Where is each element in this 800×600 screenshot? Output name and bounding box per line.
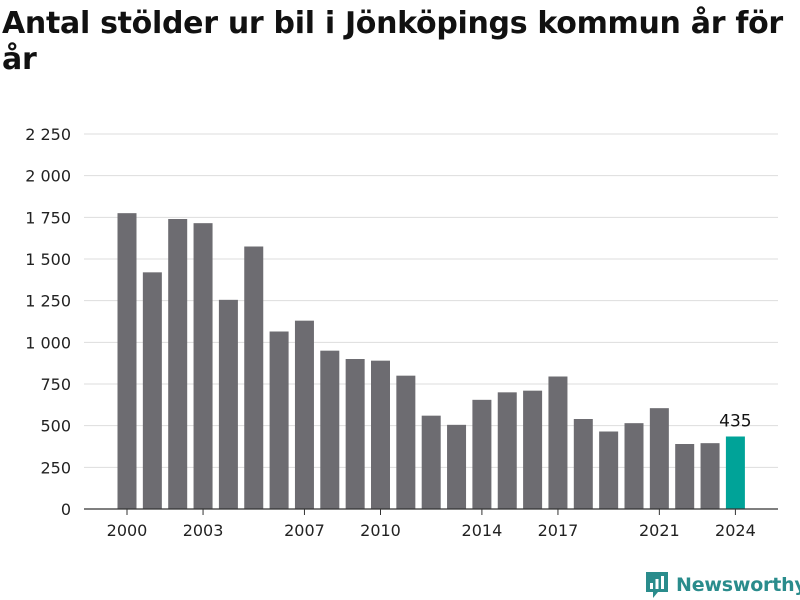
bar-2000 [117, 213, 137, 509]
bar-2014 [472, 399, 492, 509]
bar-2016 [523, 390, 543, 509]
x-axis-ticks [126, 509, 736, 515]
bar-2011 [396, 375, 416, 509]
bar-2022 [675, 444, 695, 509]
x-tick-label: 2000 [107, 521, 148, 540]
x-tick-label: 2017 [538, 521, 579, 540]
y-tick-label: 250 [40, 458, 71, 477]
data-label-2024: 435 [719, 412, 751, 432]
bar-2013 [447, 424, 467, 509]
chart-title: Antal stölder ur bil i Jönköpings kommun… [2, 6, 783, 77]
y-tick-label: 1 000 [25, 333, 71, 352]
y-tick-label: 2 250 [25, 125, 71, 144]
y-tick-label: 1 500 [25, 250, 71, 269]
y-axis-labels: 0 250 500 750 1 000 1 250 1 500 1 750 2 000 2 250 [25, 125, 71, 519]
bar-2007 [294, 320, 314, 509]
bar-2009 [345, 359, 365, 509]
bar-2015 [497, 392, 517, 509]
newsworthy-logo-icon [646, 572, 668, 598]
bar-2023 [700, 443, 720, 509]
bar-2019 [599, 431, 619, 509]
newsworthy-logo: Newsworthy [644, 570, 800, 600]
y-tick-label: 750 [40, 375, 71, 394]
y-tick-label: 1 750 [25, 208, 71, 227]
bar-2010 [371, 360, 390, 509]
bars [117, 213, 745, 509]
x-tick-label: 2014 [462, 521, 503, 540]
bar-2020 [624, 423, 644, 509]
bar-2005 [244, 246, 264, 509]
bar-2017 [548, 376, 568, 509]
y-tick-label: 0 [61, 500, 71, 519]
bar-2003 [193, 223, 213, 509]
x-axis-labels: 2000 2003 2007 2010 2014 2017 2021 2024 [107, 521, 756, 540]
x-tick-label: 2024 [715, 521, 756, 540]
bar-2021 [649, 408, 669, 509]
bar-2024 [725, 436, 745, 509]
bar-chart: 0 250 500 750 1 000 1 250 1 500 1 750 2 000 2 250… [25, 125, 778, 540]
y-tick-label: 500 [40, 417, 71, 436]
bar-2001 [142, 272, 162, 509]
bar-2018 [573, 419, 593, 509]
x-tick-label: 2010 [360, 521, 401, 540]
bar-2008 [320, 350, 340, 509]
x-tick-label: 2003 [183, 521, 224, 540]
bar-2012 [421, 415, 441, 509]
data-labels: 435 [719, 412, 751, 432]
bar-2004 [218, 299, 238, 509]
x-tick-label: 2021 [639, 521, 680, 540]
brand-name: Newsworthy [676, 574, 800, 596]
y-tick-label: 1 250 [25, 292, 71, 311]
x-tick-label: 2007 [284, 521, 325, 540]
bar-2002 [168, 219, 188, 509]
bar-2006 [269, 331, 289, 509]
y-tick-label: 2 000 [25, 167, 71, 186]
